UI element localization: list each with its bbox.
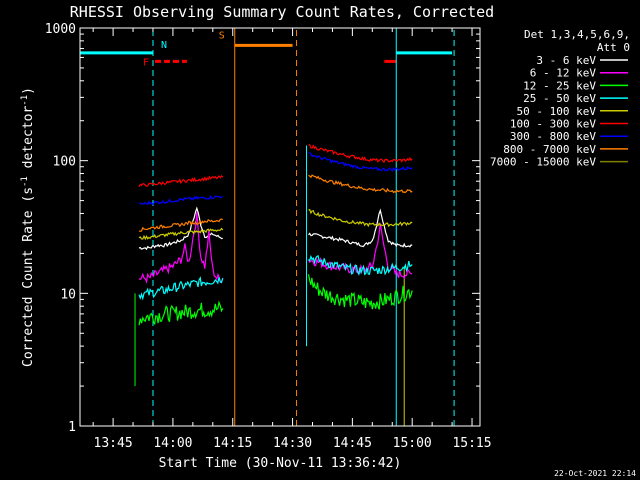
plot-frame — [79, 27, 481, 427]
legend-label-1: 6 - 12 keV — [530, 67, 597, 80]
timestamp: 22-Oct-2021 22:14 — [554, 469, 636, 478]
legend-label-2: 12 - 25 keV — [523, 79, 596, 92]
series-line-2-1 — [307, 274, 413, 310]
series-line-4-0 — [138, 227, 224, 241]
legend-label-7: 800 - 7000 keV — [503, 143, 596, 156]
legend-label-4: 50 - 100 keV — [517, 105, 597, 118]
flag-label-14: F — [143, 57, 149, 68]
x-tick-label-5: 15:00 — [393, 436, 432, 451]
series-line-4-1 — [308, 209, 413, 228]
series-line-0-1 — [308, 208, 413, 248]
series-layer — [138, 144, 413, 326]
legend-label-5: 100 - 300 keV — [510, 118, 596, 131]
series-line-5-0 — [138, 174, 224, 188]
series-line-5-1 — [308, 144, 413, 164]
x-axis-label: Start Time (30-Nov-11 13:36:42) — [159, 456, 402, 471]
series-line-3-1 — [308, 254, 413, 276]
legend-label-8: 7000 - 15000 keV — [490, 156, 596, 169]
series-line-6-0 — [138, 194, 224, 206]
legend-label-0: 3 - 6 keV — [536, 54, 596, 67]
legend-label-6: 300 - 800 keV — [510, 130, 596, 143]
x-axis: 13:45 14:00 14:15 14:30 14:45 15:00 15:15 — [92, 28, 492, 451]
y-tick-label-2: 100 — [53, 155, 76, 170]
series-line-7-1 — [308, 174, 413, 194]
flag-label-13: N — [161, 40, 167, 51]
y-axis: 1 10 100 1000 — [45, 22, 480, 435]
y-tick-label-3: 1000 — [45, 22, 76, 37]
annotation-layer: N F S — [80, 28, 455, 426]
x-tick-label-3: 14:30 — [273, 436, 312, 451]
x-tick-label-6: 15:15 — [452, 436, 491, 451]
y-tick-label-1: 10 — [60, 287, 76, 302]
flag-label-15: S — [219, 31, 225, 42]
x-tick-label-2: 14:15 — [213, 436, 252, 451]
chart-title: RHESSI Observing Summary Count Rates, Co… — [70, 3, 494, 21]
x-tick-label-0: 13:45 — [94, 436, 133, 451]
y-tick-label-0: 1 — [68, 420, 76, 435]
series-line-7-0 — [138, 218, 223, 232]
series-line-3-0 — [138, 276, 224, 301]
x-tick-label-1: 14:00 — [153, 436, 192, 451]
legend-header-2: Att 0 — [597, 41, 630, 54]
legend-header-1: Det 1,3,4,5,6,9, — [524, 28, 630, 41]
x-tick-label-4: 14:45 — [333, 436, 372, 451]
series-line-2-0 — [138, 300, 224, 326]
y-axis-label: Corrected Count Rate (s-1 detector-1) — [20, 87, 36, 367]
legend-label-3: 25 - 50 keV — [523, 92, 596, 105]
series-line-6-1 — [308, 152, 413, 172]
series-line-1-0 — [138, 212, 224, 284]
